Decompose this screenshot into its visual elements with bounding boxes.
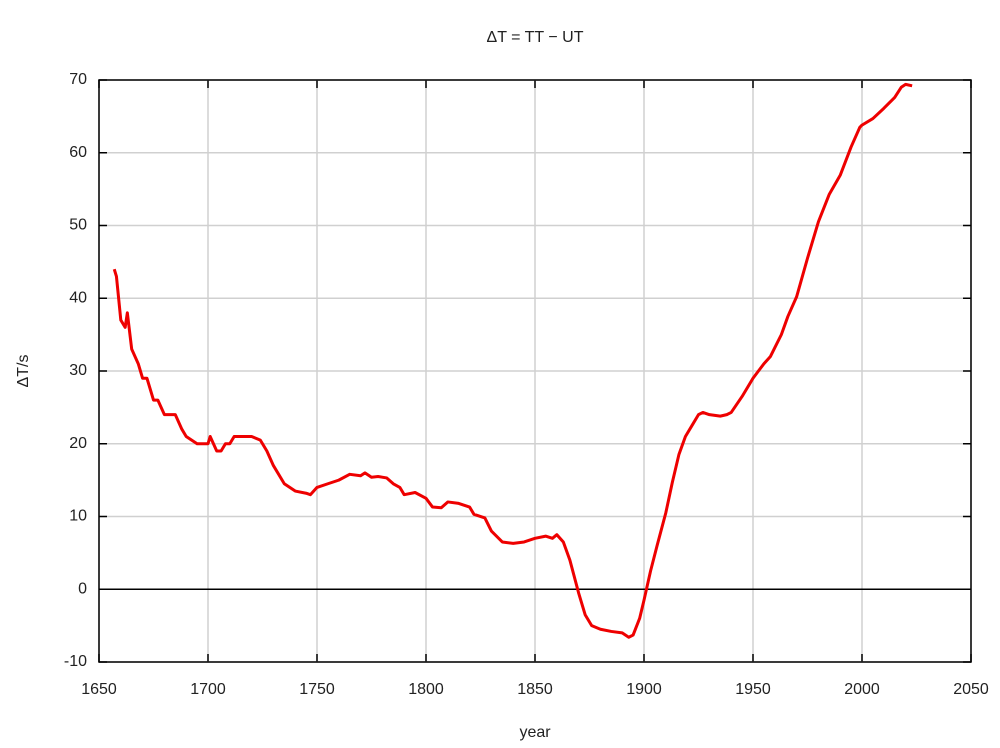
y-tick-label: 20: [69, 435, 87, 452]
y-tick-label: 10: [69, 508, 87, 525]
x-tick-label: 1800: [408, 681, 444, 698]
x-tick-label: 1950: [735, 681, 771, 698]
y-axis-label: ΔT/s: [15, 355, 32, 388]
y-tick-label: 60: [69, 144, 87, 161]
y-tick-label: 40: [69, 289, 87, 306]
y-tick-label: 30: [69, 362, 87, 379]
x-tick-label: 1850: [517, 681, 553, 698]
x-tick-label: 2000: [844, 681, 880, 698]
x-tick-label: 1650: [81, 681, 117, 698]
y-tick-label: 0: [78, 580, 87, 597]
y-tick-label: 70: [69, 71, 87, 88]
plot-frame: [98, 79, 972, 663]
y-tick-label: -10: [64, 653, 87, 670]
x-tick-label: 1700: [190, 681, 226, 698]
x-tick-label: 1750: [299, 681, 335, 698]
data-line: [112, 82, 913, 639]
y-tick-label: 50: [69, 217, 87, 234]
x-axis-label: year: [519, 724, 551, 741]
x-tick-label: 1900: [626, 681, 662, 698]
chart-title: ΔT = TT − UT: [487, 29, 584, 46]
x-tick-label: 2050: [953, 681, 989, 698]
